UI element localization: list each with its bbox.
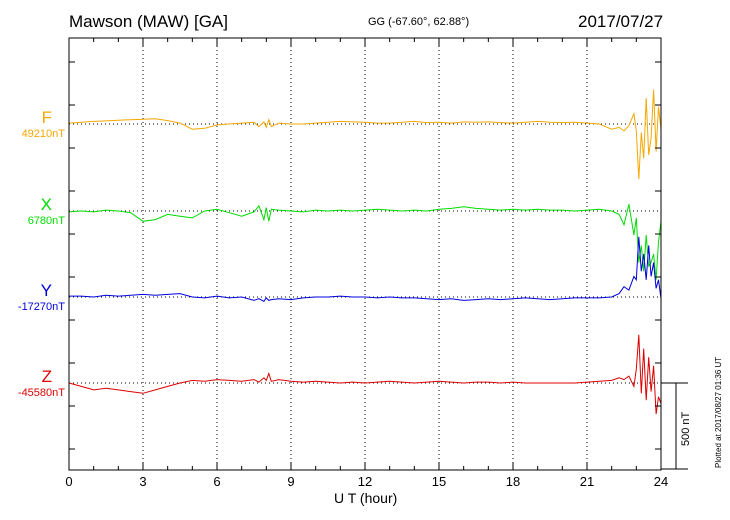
x-tick-label: 21 [579,474,595,489]
trace-z [68,334,662,415]
baseline-value-z: -45580nT [17,387,65,399]
series-name-f: F [41,108,52,127]
series-traces [68,89,662,415]
x-tick-label: 0 [65,474,73,489]
series-name-x: X [40,195,52,214]
baseline-value-f: 49210nT [21,128,65,140]
x-tick-label: 18 [505,474,521,489]
scale-bar [661,382,688,470]
x-axis-label: U T (hour) [334,490,398,506]
x-tick-label: 24 [653,474,669,489]
station-coordinates: GG (-67.60°, 62.88°) [368,16,470,28]
trace-f [68,89,662,180]
x-tick-label: 3 [139,474,147,489]
baseline-value-x: 6780nT [27,215,65,227]
x-tick-label: 12 [357,474,373,489]
series-name-z: Z [41,367,52,386]
trace-x [68,203,662,280]
trace-y [69,236,662,302]
series-name-y: Y [40,281,52,300]
scale-label: 500 nT [680,411,692,446]
plotted-timestamp: Plotted at 2017/08/27 01:36 UT [714,356,723,468]
x-tick-label: 15 [431,474,447,489]
chart-title: Mawson (MAW) [GA] [69,12,228,31]
axes-frame [68,37,662,471]
grid-lines [142,38,588,470]
x-tick-label: 9 [287,474,295,489]
x-tick-label: 6 [213,474,221,489]
chart-date: 2017/07/27 [578,12,664,31]
baseline-value-y: -17270nT [17,301,65,313]
